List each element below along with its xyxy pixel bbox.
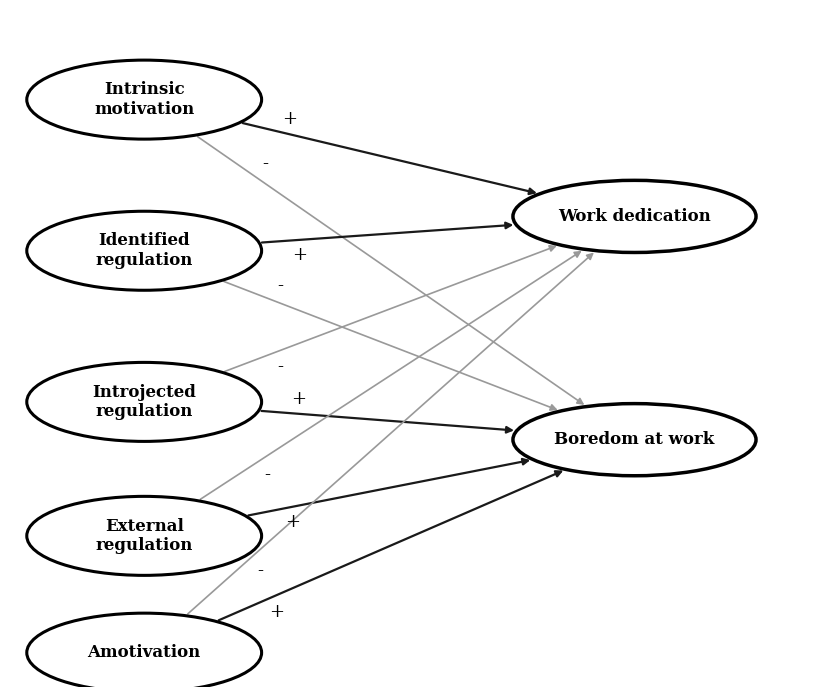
Text: +: +: [292, 246, 307, 264]
Ellipse shape: [26, 363, 262, 442]
Text: +: +: [283, 110, 297, 128]
Text: Amotivation: Amotivation: [87, 644, 201, 661]
Text: -: -: [263, 155, 269, 173]
Text: -: -: [277, 278, 283, 295]
Text: -: -: [265, 466, 270, 484]
Ellipse shape: [26, 613, 262, 687]
Text: Boredom at work: Boredom at work: [555, 431, 714, 448]
Ellipse shape: [26, 212, 262, 290]
Text: Introjected
regulation: Introjected regulation: [92, 383, 196, 420]
Text: +: +: [269, 603, 284, 621]
Text: -: -: [257, 562, 264, 581]
Text: Intrinsic
motivation: Intrinsic motivation: [94, 81, 194, 118]
Text: -: -: [278, 358, 283, 376]
Ellipse shape: [513, 180, 756, 252]
Text: +: +: [285, 513, 301, 531]
Text: Work dedication: Work dedication: [558, 208, 711, 225]
Ellipse shape: [26, 60, 262, 139]
Text: External
regulation: External regulation: [96, 517, 193, 554]
Text: +: +: [292, 390, 307, 407]
Text: Identified
regulation: Identified regulation: [96, 232, 193, 269]
Ellipse shape: [513, 404, 756, 475]
Ellipse shape: [26, 496, 262, 575]
